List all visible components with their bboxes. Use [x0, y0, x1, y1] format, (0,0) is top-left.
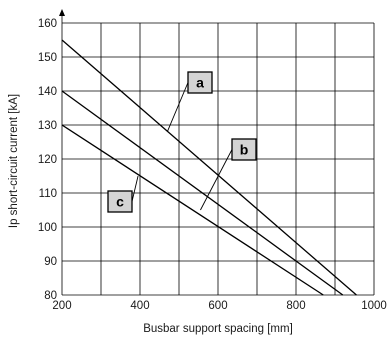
callout-box-a	[187, 71, 213, 94]
callout-leader-b	[200, 149, 233, 211]
x-tick-label: 400	[130, 300, 149, 312]
y-tick-label: 100	[38, 222, 57, 234]
y-tick-label: 90	[44, 256, 57, 268]
series-line-b	[61, 90, 344, 296]
series-line-c	[61, 124, 324, 296]
grid	[59, 9, 375, 296]
x-tick-label: 800	[286, 300, 305, 312]
series-line-a	[61, 39, 357, 296]
series-lines	[61, 39, 357, 296]
x-tick-label: 1000	[361, 300, 387, 312]
x-tick-label: 200	[52, 300, 71, 312]
y-tick-label: 140	[38, 86, 57, 98]
callouts: a b c	[107, 71, 257, 213]
y-axis-label: Ip short-circuit current [kA]	[8, 94, 20, 228]
y-tick-label: 80	[44, 290, 57, 302]
x-tick-label: 600	[208, 300, 227, 312]
y-axis-arrowhead	[59, 9, 65, 16]
callout-box-b	[231, 138, 257, 161]
callout-label-c: c	[116, 194, 124, 210]
callout-leader-a	[166, 82, 189, 132]
callout-label-b: b	[240, 142, 249, 158]
y-tick-label: 150	[38, 52, 57, 64]
y-tick-label: 160	[38, 18, 57, 30]
callout-leader-c	[131, 175, 139, 202]
y-tick-label: 110	[39, 188, 57, 200]
callout-label-a: a	[196, 75, 204, 91]
y-tick-label: 130	[38, 120, 57, 132]
y-tick-labels: 80 90 100 110 120 130 140 150 160	[38, 18, 57, 302]
y-tick-label: 120	[38, 154, 57, 166]
callout-box-c	[107, 190, 133, 213]
x-axis-label: Busbar support spacing [mm]	[143, 323, 293, 335]
x-tick-labels: 200 400 600 800 1000	[52, 300, 386, 312]
